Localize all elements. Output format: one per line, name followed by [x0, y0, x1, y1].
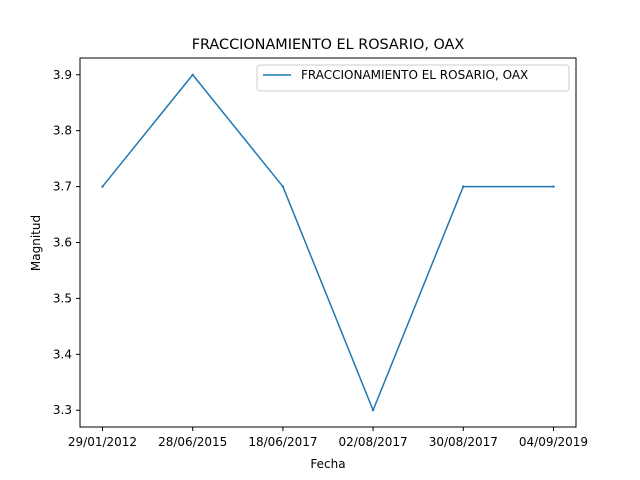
x-tick-label: 02/08/2017	[339, 435, 408, 449]
y-axis-label: Magnitud	[29, 215, 43, 271]
x-tick-label: 28/06/2015	[158, 435, 227, 449]
x-tick-label: 18/06/2017	[248, 435, 317, 449]
x-tick-label: 04/09/2019	[519, 435, 588, 449]
data-point	[462, 185, 465, 188]
y-tick-label: 3.4	[53, 347, 72, 361]
data-point	[191, 73, 194, 76]
x-tick-label: 30/08/2017	[429, 435, 498, 449]
data-point	[281, 185, 285, 188]
plot-area-frame	[79, 57, 577, 428]
y-tick-label: 3.5	[53, 291, 72, 305]
y-tick-label: 3.7	[53, 180, 72, 194]
series-line	[101, 74, 554, 411]
x-tick-label: 29/01/2012	[68, 435, 137, 449]
legend: FRACCIONAMIENTO EL ROSARIO, OAX	[256, 64, 570, 92]
x-axis-ticks: 29/01/2012 28/06/2015 18/06/2017 02/08/2017…	[68, 427, 588, 449]
data-point	[552, 185, 555, 188]
chart-title: FRACCIONAMIENTO EL ROSARIO, OAX	[192, 37, 465, 53]
y-tick-label: 3.8	[53, 124, 72, 138]
y-tick-label: 3.9	[53, 68, 72, 82]
y-axis-ticks: 3.3 3.4 3.5 3.6 3.7 3.8 3.9	[53, 68, 80, 417]
data-point	[371, 409, 375, 412]
legend-label: FRACCIONAMIENTO EL ROSARIO, OAX	[301, 68, 528, 82]
y-tick-label: 3.6	[53, 236, 72, 250]
legend-box	[256, 64, 570, 92]
data-point	[101, 185, 104, 188]
series-layer	[101, 73, 555, 412]
y-tick-label: 3.3	[53, 403, 72, 417]
x-axis-label: Fecha	[310, 457, 345, 471]
